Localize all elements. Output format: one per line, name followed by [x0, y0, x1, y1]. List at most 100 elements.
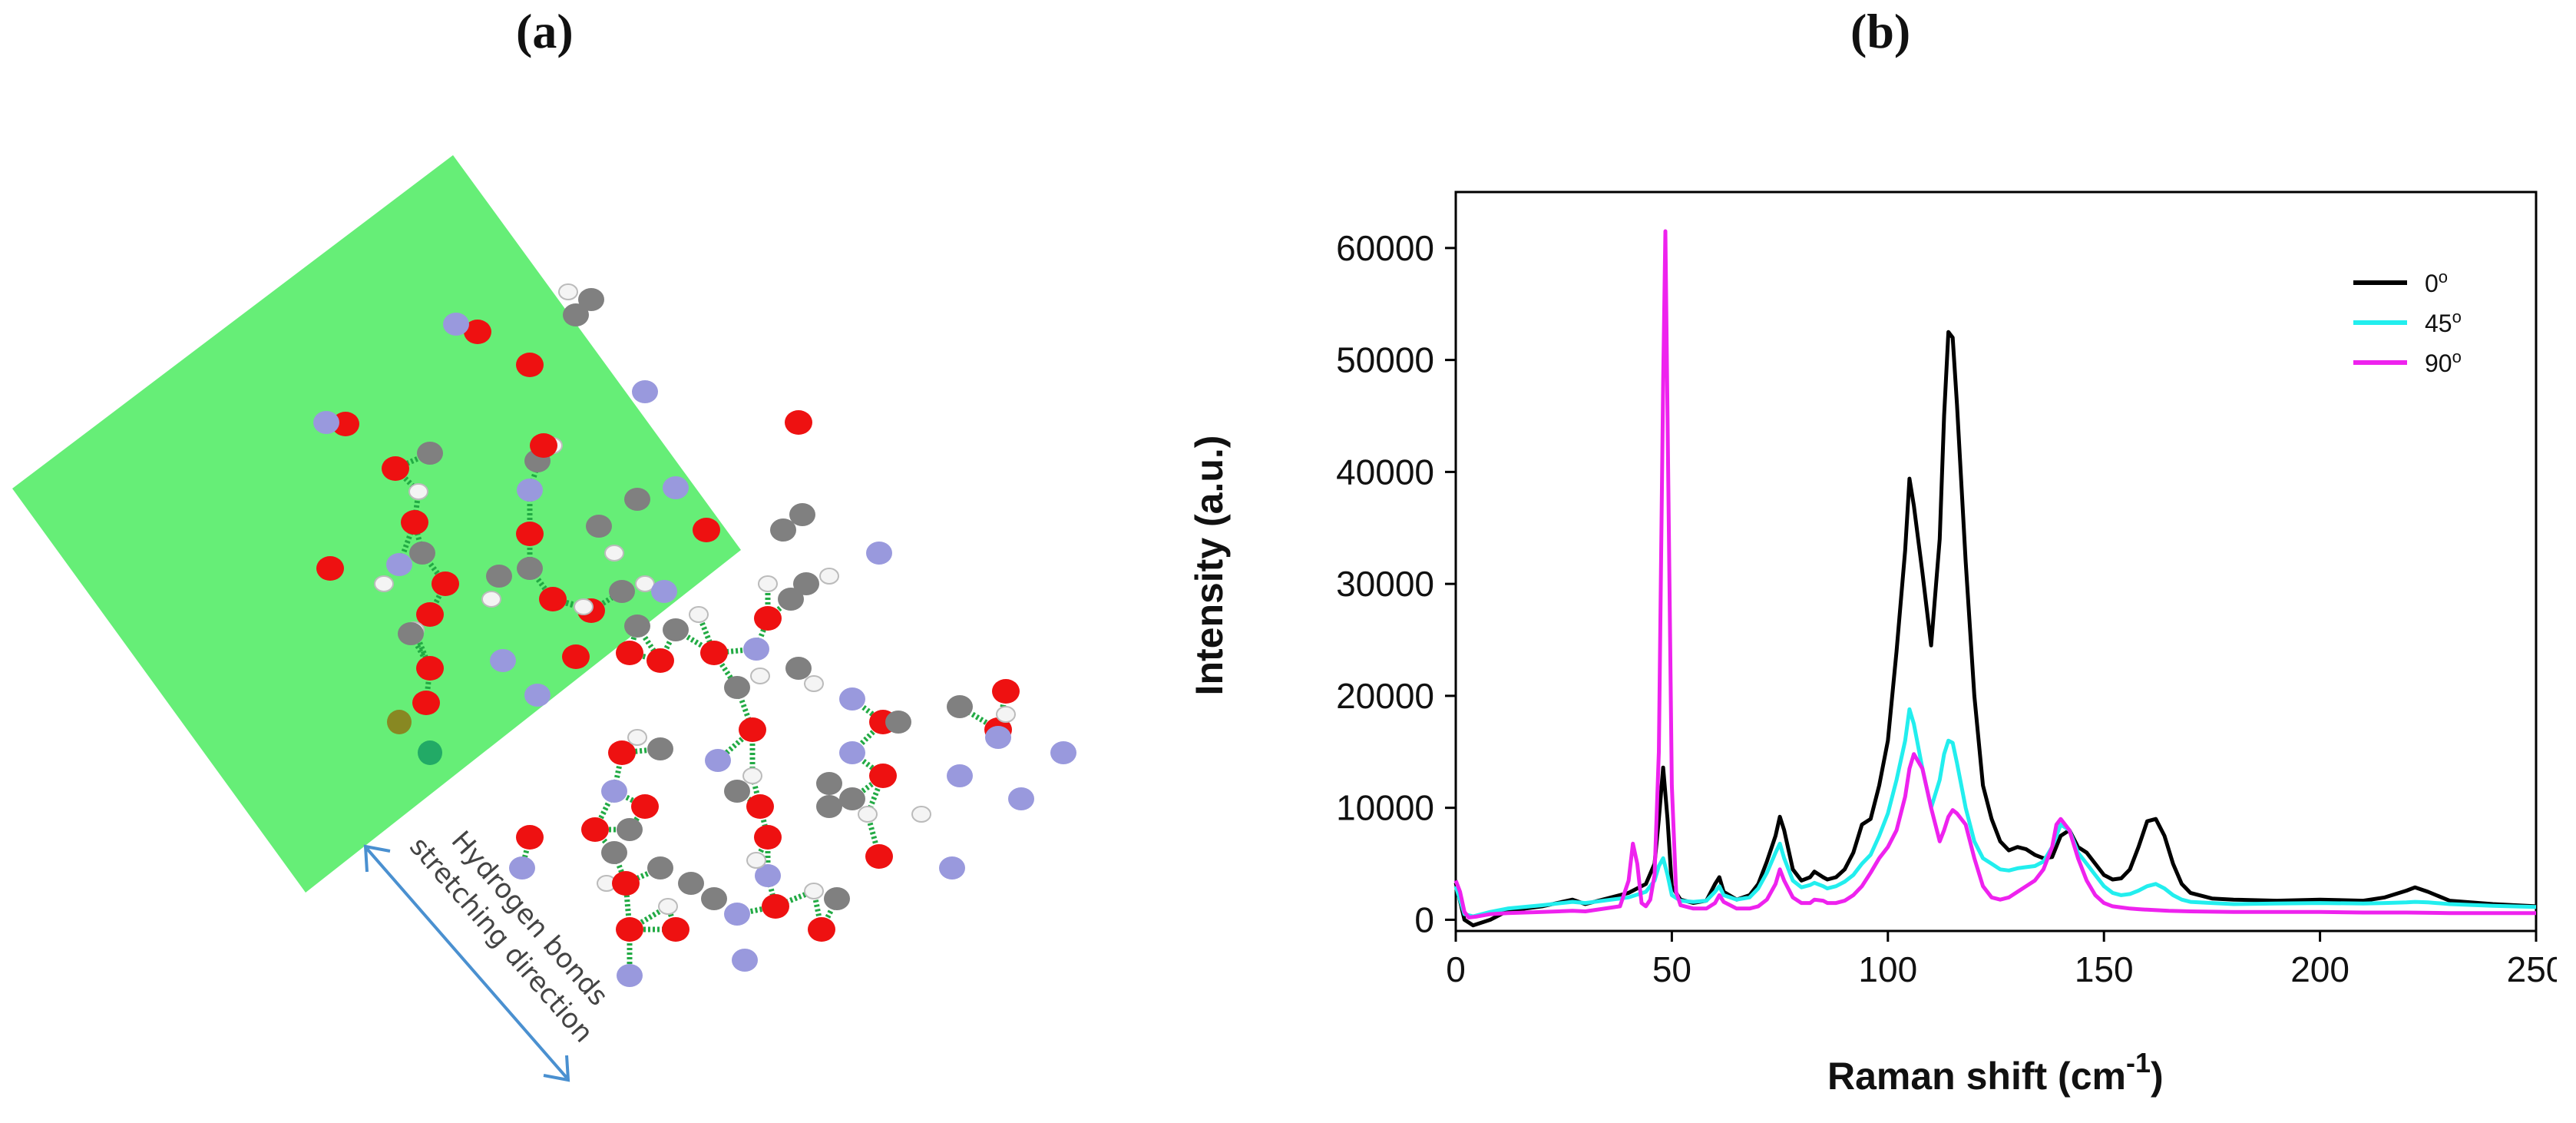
x-tick-label: 250 [2507, 949, 2557, 989]
oxygen-atom [464, 320, 491, 344]
carbon-atom [398, 622, 424, 645]
oxygen-atom [746, 794, 774, 819]
y-tick-label: 20000 [1336, 676, 1434, 716]
y-tick-label: 0 [1414, 899, 1434, 939]
raman-spectrum-chart: 0 50 100 150 200 250 0 10000 20000 30000 40000 500… [1188, 190, 2557, 1098]
nitrogen-atom [601, 780, 627, 803]
carbon-atom [624, 615, 650, 638]
legend: 0o 45o 90o [2353, 267, 2462, 377]
x-axis-title-main: Raman shift (cm [1827, 1055, 2126, 1098]
hydrogen-atom [558, 283, 578, 300]
oxygen-atom [754, 825, 782, 850]
oxygen-atom [616, 917, 643, 942]
carbon-atom [770, 518, 796, 542]
series-line-45deg [1453, 707, 2537, 919]
carbon-atom [839, 787, 865, 810]
oxygen-atom [700, 641, 728, 665]
carbon-atom [417, 442, 443, 465]
hydrogen-atom [604, 545, 624, 562]
oxygen-atom [992, 679, 1020, 704]
carbon-atom [947, 695, 973, 718]
hydrogen-atom [408, 483, 428, 500]
carbon-atom [885, 711, 911, 734]
oxygen-atom [516, 825, 544, 850]
hydrogen-atom [627, 729, 647, 746]
oxygen-atom [693, 518, 720, 542]
series-line-0deg [1453, 330, 2537, 928]
carbon-atom [789, 503, 815, 526]
nitrogen-atom [443, 313, 469, 336]
stretching-direction-arrow [363, 844, 570, 1082]
carbon-atom [778, 588, 804, 611]
hydrogen-atom [996, 706, 1016, 723]
nitrogen-atom [632, 380, 658, 403]
carbon-atom [663, 618, 689, 641]
nitrogen-atom [663, 476, 689, 499]
panel-label-b: (b) [1850, 4, 1911, 58]
carbon-atom [724, 780, 750, 803]
legend-label-45: 45o [2425, 307, 2462, 337]
carbon-atom [486, 565, 512, 588]
carbon-atom [816, 795, 842, 818]
series-layer [1453, 229, 2537, 928]
oxygen-atom [412, 691, 440, 715]
carbon-atom [701, 887, 727, 910]
carbon-atom [816, 772, 842, 795]
oxygen-atom [382, 456, 409, 481]
carbon-atom [647, 856, 673, 880]
panel-label-a: (a) [516, 4, 574, 58]
y-tick-label: 30000 [1336, 564, 1434, 604]
oxygen-atom [869, 764, 897, 788]
nitrogen-atom [732, 949, 758, 972]
hydrogen-atom [804, 883, 824, 899]
x-axis-title-end: ) [2151, 1055, 2164, 1098]
hydrogen-atom [481, 591, 501, 608]
nitrogen-atom [755, 864, 781, 887]
nitrogen-atom [743, 638, 769, 661]
legend-label-0: 0o [2425, 267, 2448, 297]
nitrogen-atom [947, 764, 973, 787]
molecule-atoms [313, 283, 1076, 987]
halogen-atom [387, 710, 412, 734]
oxygen-atom [662, 917, 689, 942]
hydrogen-atom [750, 668, 770, 684]
hydrogen-atom [374, 575, 394, 592]
nitrogen-atom [705, 749, 731, 772]
nitrogen-atom [490, 649, 516, 672]
y-tick-label: 50000 [1336, 340, 1434, 380]
x-axis-ticks: 0 50 100 150 200 250 [1446, 931, 2557, 989]
carbon-atom [647, 737, 673, 760]
plot-frame [1454, 190, 2538, 933]
nitrogen-atom [1008, 787, 1034, 810]
carbon-atom [517, 557, 543, 580]
nitrogen-atom [617, 964, 643, 987]
nitrogen-atom [839, 687, 865, 711]
nitrogen-atom [313, 411, 339, 434]
nitrogen-atom [985, 726, 1011, 749]
x-tick-label: 50 [1652, 949, 1691, 989]
nitrogen-atom [939, 856, 965, 880]
hydrogen-atom [858, 806, 878, 823]
legend-label-90: 90o [2425, 347, 2462, 377]
nitrogen-atom [651, 580, 677, 603]
nitrogen-atom [1050, 741, 1076, 764]
oxygen-atom [516, 522, 544, 546]
oxygen-atom [332, 412, 359, 436]
carbon-atom [617, 818, 643, 841]
x-tick-label: 0 [1446, 949, 1466, 989]
y-axis-title: Intensity (a.u.) [1188, 436, 1231, 696]
hydrogen-atom [658, 898, 678, 915]
carbon-atom [724, 676, 750, 699]
hydrogen-atom [746, 852, 766, 869]
crystal-structure-figure: Hydrogen bonds stretching direction [12, 155, 1076, 1082]
carbon-atom [824, 887, 850, 910]
oxygen-atom [416, 602, 444, 627]
carbon-atom [409, 542, 435, 565]
nitrogen-atom [724, 903, 750, 926]
y-tick-label: 60000 [1336, 228, 1434, 268]
hydrogen-atom [742, 767, 762, 784]
carbon-atom [586, 515, 612, 538]
halogen-atom [418, 740, 442, 765]
y-tick-label: 40000 [1336, 452, 1434, 492]
y-axis-ticks: 0 10000 20000 30000 40000 50000 60000 [1336, 228, 1456, 939]
